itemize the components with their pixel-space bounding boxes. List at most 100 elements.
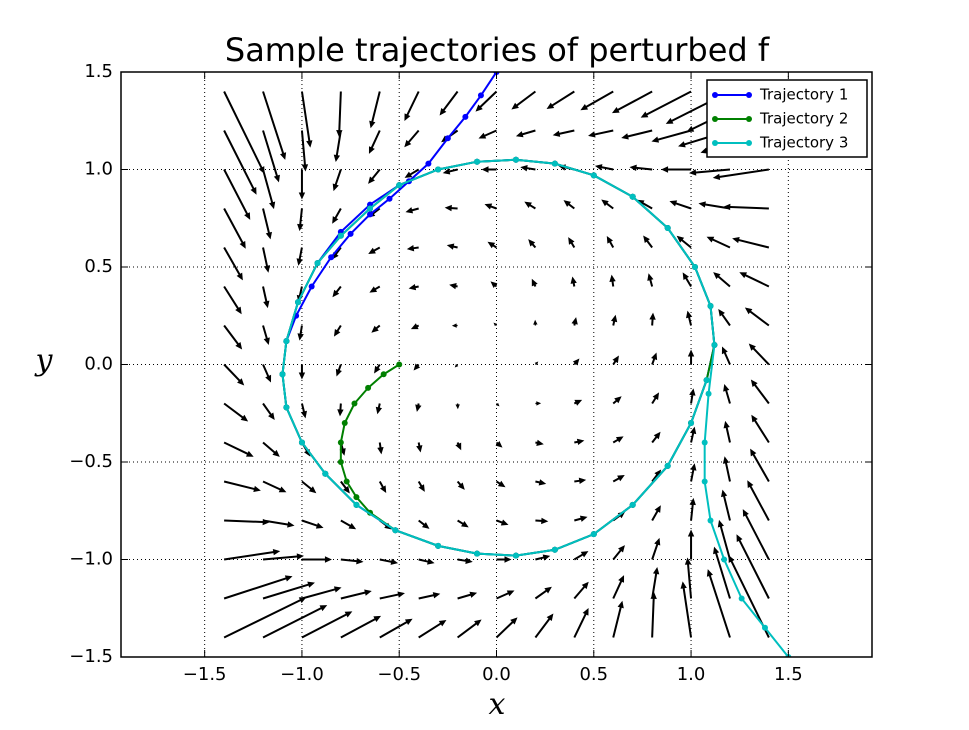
quiver-arrow — [643, 235, 653, 249]
trajectory-point — [707, 303, 714, 309]
quiver-arrow — [580, 90, 614, 111]
trajectory-point — [761, 624, 768, 631]
trajectory-point — [396, 182, 403, 189]
quiver-arrow — [515, 129, 536, 138]
quiver-arrow — [301, 480, 317, 494]
quiver-arrow — [223, 597, 307, 639]
y-tick-label: −0.5 — [69, 451, 113, 472]
quiver-arrow — [574, 438, 585, 446]
quiver-arrow — [676, 235, 692, 249]
quiver-arrow — [574, 477, 587, 484]
quiver-arrow — [651, 567, 660, 599]
x-tick-label: 1.0 — [677, 664, 706, 685]
quiver-arrow — [718, 309, 731, 327]
quiver-arrow — [262, 364, 272, 383]
quiver-arrow — [721, 346, 731, 365]
quiver-arrow — [612, 396, 622, 405]
quiver-arrow — [723, 203, 769, 211]
quiver-arrow — [744, 307, 770, 327]
quiver-arrow — [377, 442, 384, 455]
trajectory-point — [701, 478, 708, 485]
quiver-arrow — [535, 554, 551, 561]
quiver-arrow — [405, 207, 419, 214]
trajectory-point — [283, 338, 290, 345]
quiver-arrow — [651, 431, 661, 444]
legend-marker — [712, 140, 718, 146]
trajectory-point — [664, 462, 671, 469]
quiver-arrow — [331, 246, 342, 260]
quiver-arrow — [297, 325, 304, 341]
quiver-arrow — [546, 90, 575, 110]
quiver-arrow — [572, 358, 580, 366]
quiver-arrow — [444, 204, 458, 212]
quiver-arrow — [487, 241, 498, 249]
quiver-arrow — [337, 403, 344, 417]
quiver-arrow — [223, 441, 254, 457]
quiver-arrow — [568, 237, 576, 249]
legend-marker — [712, 116, 718, 122]
trajectory-point — [308, 283, 315, 290]
y-axis-label: y — [34, 343, 54, 378]
trajectory-point — [314, 260, 321, 267]
quiver-arrow — [495, 441, 503, 448]
quiver-arrow — [495, 617, 518, 639]
trajectory-point — [477, 92, 484, 99]
quiver-arrow — [490, 281, 498, 288]
quiver-arrow — [717, 519, 731, 560]
trajectory-point — [711, 342, 718, 348]
quiver-arrow — [573, 551, 589, 561]
trajectory-point — [353, 501, 360, 508]
quiver-arrow — [739, 272, 770, 288]
trajectory-point — [367, 211, 374, 218]
quiver-arrow — [495, 402, 500, 407]
trajectory-point — [701, 439, 708, 446]
quiver-arrow — [332, 208, 342, 224]
quiver-arrow — [262, 605, 328, 639]
quiver-arrow — [609, 274, 616, 287]
quiver-arrow — [640, 90, 692, 118]
x-tick-label: −1.0 — [280, 664, 324, 685]
trajectory-point — [343, 478, 350, 485]
quiver-arrow — [723, 384, 731, 404]
quiver-arrow — [223, 91, 265, 174]
quiver-arrow — [455, 403, 460, 410]
y-tick-label: 0.5 — [84, 256, 113, 277]
quiver-arrow — [223, 169, 251, 220]
quiver-arrow — [706, 569, 731, 638]
quiver-arrow — [262, 91, 287, 160]
quiver-arrow — [335, 364, 342, 377]
trajectory-point — [462, 113, 469, 120]
quiver-arrow — [262, 581, 315, 600]
trajectory-point — [512, 552, 519, 559]
trajectory-point — [629, 501, 636, 508]
legend-marker — [746, 140, 752, 146]
quiver-arrow — [651, 505, 661, 521]
quiver-arrow — [223, 324, 243, 350]
quiver-arrow — [747, 480, 770, 521]
quiver-arrow — [689, 497, 696, 521]
quiver-arrow — [413, 363, 421, 371]
quiver-arrow — [511, 90, 537, 110]
quiver-arrow — [661, 166, 692, 173]
quiver-arrow — [687, 529, 695, 560]
trajectory-point — [283, 404, 290, 411]
quiver-arrow — [340, 519, 357, 530]
quiver-arrow — [721, 489, 731, 521]
y-tick-label: 1.0 — [84, 159, 113, 180]
quiver-arrow — [636, 199, 653, 210]
x-axis-label: x — [489, 687, 506, 722]
quiver-arrow — [340, 589, 372, 600]
quiver-arrow — [570, 276, 577, 287]
quiver-arrow — [457, 557, 473, 564]
chart-title: Sample trajectories of perturbed f — [225, 31, 770, 69]
x-tick-label: 0.0 — [482, 664, 511, 685]
quiver-arrow — [416, 442, 423, 453]
trajectory-point — [474, 550, 481, 557]
trajectory-point — [435, 542, 442, 549]
quiver-arrow — [742, 509, 770, 560]
trajectory-point — [435, 166, 442, 173]
quiver-arrow — [689, 168, 731, 176]
y-tick-label: 0.0 — [84, 354, 113, 375]
trajectory-point — [295, 299, 302, 306]
